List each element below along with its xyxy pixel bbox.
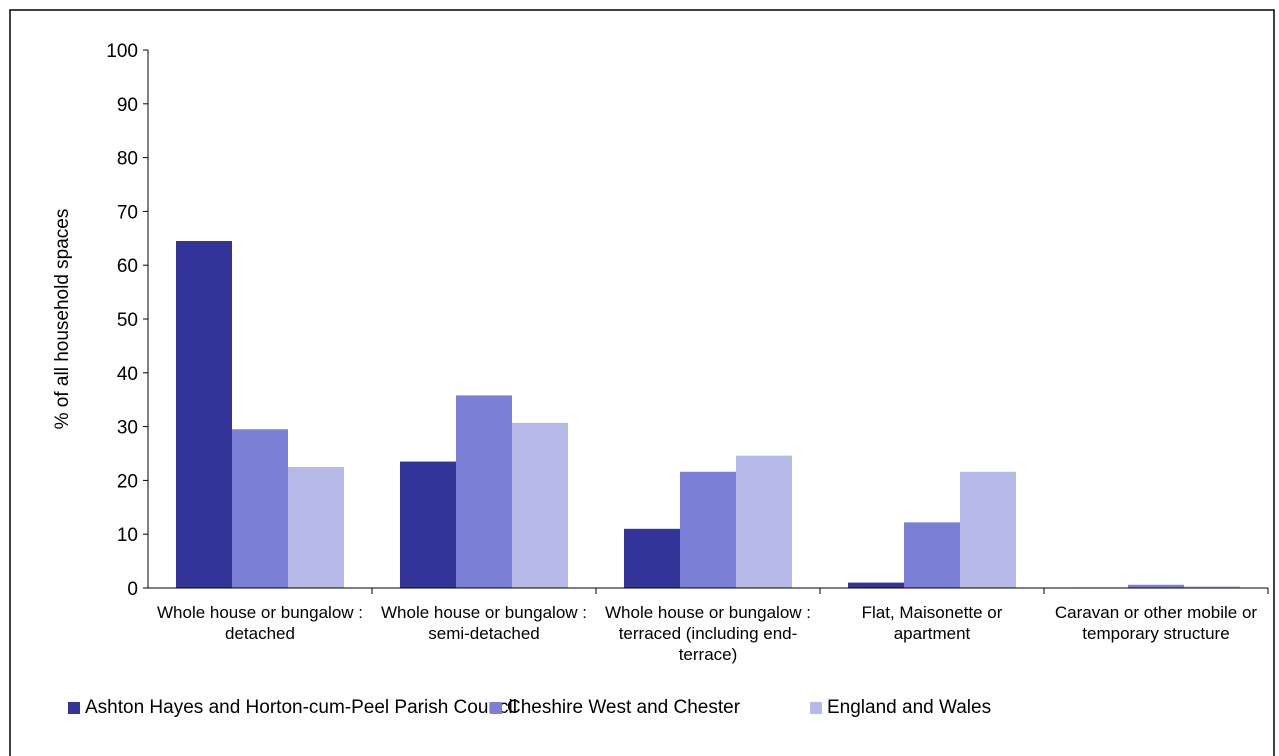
bar (400, 461, 456, 588)
y-tick-label: 90 (117, 95, 138, 116)
bar (288, 466, 344, 588)
legend-swatch (490, 702, 502, 714)
legend-label: England and Wales (827, 697, 992, 718)
bar (736, 455, 792, 588)
legend-item: England and Wales (810, 697, 991, 719)
y-tick-label: 100 (106, 41, 138, 62)
legend-item: Ashton Hayes and Horton-cum-Peel Parish … (68, 697, 517, 719)
y-tick-label: 60 (117, 256, 138, 277)
legend-label: Ashton Hayes and Horton-cum-Peel Parish … (85, 697, 517, 718)
bar (960, 471, 1016, 588)
bar (176, 240, 232, 589)
legend-item: Cheshire West and Chester (490, 697, 740, 719)
legend-swatch (810, 702, 822, 714)
x-tick-label: Flat, Maisonette or apartment (861, 603, 1003, 643)
x-tick-label: Whole house or bungalow : semi-detached (380, 603, 588, 643)
x-tick-label: Caravan or other mobile or temporary str… (1054, 603, 1258, 643)
bar (512, 422, 568, 588)
legend-label: Cheshire West and Chester (507, 697, 741, 718)
x-tick-label: Whole house or bungalow : detached (156, 603, 364, 643)
y-tick-label: 10 (117, 525, 138, 546)
y-tick-label: 40 (117, 364, 138, 385)
bar (848, 582, 904, 588)
bar (232, 429, 288, 588)
x-tick-label: Whole house or bungalow : terraced (incl… (604, 603, 812, 664)
y-tick-label: 0 (127, 579, 138, 600)
bar (624, 528, 680, 588)
bar (680, 471, 736, 588)
bar (1184, 586, 1240, 588)
y-tick-label: 30 (117, 418, 138, 439)
legend-swatch (68, 702, 80, 714)
y-tick-label: 80 (117, 149, 138, 170)
bar (456, 395, 512, 588)
y-tick-label: 70 (117, 202, 138, 223)
y-tick-label: 20 (117, 471, 138, 492)
y-axis-label: % of all household spaces (52, 209, 73, 430)
y-tick-label: 50 (117, 310, 138, 331)
bar (1128, 584, 1184, 588)
bar (904, 522, 960, 588)
frame (9, 9, 1275, 756)
